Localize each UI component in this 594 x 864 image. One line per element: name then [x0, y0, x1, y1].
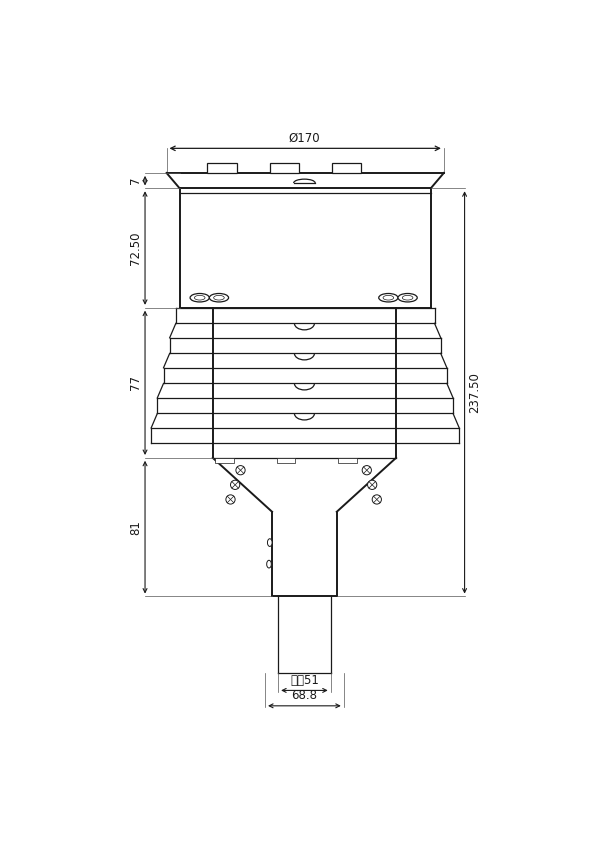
Ellipse shape [194, 295, 205, 300]
Bar [332, 163, 361, 173]
Ellipse shape [398, 294, 417, 302]
Ellipse shape [267, 560, 271, 568]
Text: 237.50: 237.50 [467, 372, 481, 413]
Ellipse shape [267, 539, 272, 546]
Circle shape [230, 480, 240, 489]
Text: 72.50: 72.50 [129, 232, 142, 264]
Ellipse shape [190, 294, 209, 302]
Bar [207, 163, 236, 173]
Bar [215, 458, 233, 462]
Bar [339, 458, 357, 462]
Ellipse shape [402, 295, 413, 300]
Circle shape [372, 495, 381, 504]
Circle shape [226, 495, 235, 504]
Circle shape [236, 466, 245, 475]
Text: Ø170: Ø170 [289, 131, 320, 144]
Text: 7: 7 [129, 177, 142, 184]
Ellipse shape [379, 294, 398, 302]
Ellipse shape [383, 295, 394, 300]
Text: 内径51: 内径51 [290, 674, 319, 687]
Text: 81: 81 [129, 520, 142, 535]
Text: 77: 77 [129, 375, 142, 391]
Bar [270, 163, 299, 173]
Bar [277, 458, 295, 462]
Ellipse shape [214, 295, 225, 300]
Circle shape [362, 466, 371, 475]
Circle shape [368, 480, 377, 489]
Ellipse shape [209, 294, 229, 302]
Text: 68.8: 68.8 [292, 689, 317, 702]
